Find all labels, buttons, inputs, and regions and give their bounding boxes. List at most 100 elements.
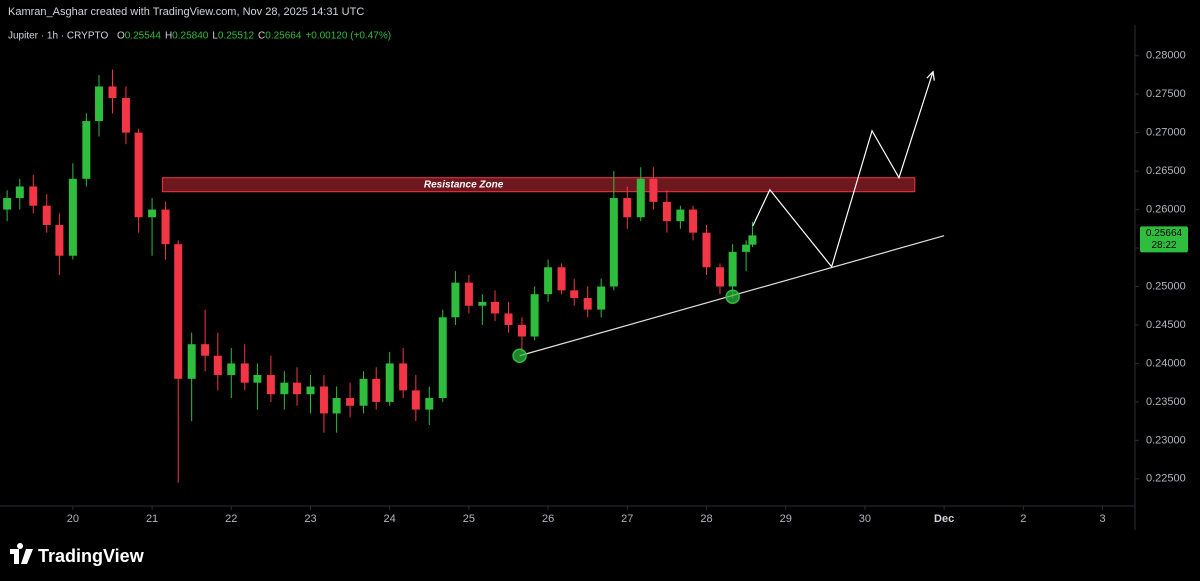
attribution: Kamran_Asghar created with TradingView.c… <box>8 6 364 18</box>
candle <box>161 201 170 260</box>
candle <box>332 386 341 433</box>
candle <box>121 86 130 145</box>
touch-point <box>725 289 740 304</box>
candle <box>3 190 12 222</box>
x-tick-label: 30 <box>859 513 871 525</box>
candle-body <box>399 363 408 391</box>
candle-body <box>108 86 117 99</box>
candle-body <box>702 232 711 268</box>
y-tick-label: 0.27000 <box>1146 127 1186 139</box>
candle-body <box>280 382 289 395</box>
candle <box>451 271 460 325</box>
candle-body <box>649 178 658 202</box>
candle <box>253 363 262 410</box>
candle-body <box>161 209 170 245</box>
x-tick-label: 27 <box>621 513 633 525</box>
candle-body <box>134 132 143 218</box>
y-tick-label: 0.26500 <box>1146 165 1186 177</box>
candle <box>148 198 157 256</box>
candle-body <box>544 267 553 295</box>
candle-body <box>662 201 671 222</box>
countdown: 28:22 <box>1151 240 1176 251</box>
candle <box>108 69 117 114</box>
candle-body <box>385 363 394 402</box>
candle <box>504 301 513 333</box>
candle-body <box>438 317 447 399</box>
footer: TradingView <box>10 543 145 566</box>
candle-body <box>3 198 12 210</box>
candle <box>293 367 302 406</box>
candle-body <box>55 224 64 256</box>
candle-body <box>451 282 460 318</box>
candle <box>544 259 553 302</box>
candle <box>187 332 196 422</box>
candle <box>662 190 671 233</box>
ohlc-key: H <box>165 31 172 42</box>
candle <box>491 290 500 322</box>
y-tick-label: 0.25000 <box>1146 280 1186 292</box>
candle-body <box>748 235 757 245</box>
candle <box>42 194 51 233</box>
candle <box>530 286 539 341</box>
y-tick-label: 0.23000 <box>1146 434 1186 446</box>
x-tick-label: 29 <box>780 513 792 525</box>
candle <box>597 278 606 318</box>
ohlc-value: 0.25512 <box>218 31 255 42</box>
x-tick-label: 3 <box>1099 513 1105 525</box>
candle <box>346 382 355 418</box>
candle <box>609 171 618 291</box>
candle <box>29 174 38 214</box>
candle <box>95 74 104 137</box>
projection-path <box>752 71 934 269</box>
candle <box>715 263 724 295</box>
candle-body <box>306 386 315 395</box>
candle <box>728 244 737 299</box>
candle-body <box>491 301 500 314</box>
candle-body <box>517 324 526 337</box>
x-tick-label: 25 <box>463 513 475 525</box>
candle <box>517 317 526 352</box>
candle <box>15 178 24 210</box>
candle-body <box>148 209 157 218</box>
candle <box>748 221 757 248</box>
x-tick-label: 2 <box>1020 513 1026 525</box>
candle-body <box>95 86 104 122</box>
candle-body <box>240 363 249 383</box>
candle-body <box>332 398 341 414</box>
x-tick-label: 26 <box>542 513 554 525</box>
y-tick-label: 0.24000 <box>1146 357 1186 369</box>
ohlc-key: O <box>117 31 125 42</box>
candle-body <box>68 178 77 256</box>
candle-body <box>504 313 513 325</box>
candle-body <box>689 209 698 233</box>
y-tick-label: 0.28000 <box>1146 50 1186 62</box>
touch-point <box>512 348 527 363</box>
candle <box>385 351 394 406</box>
y-tick-label: 0.22500 <box>1146 473 1186 485</box>
ohlc-key: L <box>212 31 218 42</box>
y-tick-label: 0.26000 <box>1146 203 1186 215</box>
ohlc-key: C <box>258 31 265 42</box>
candle-body <box>174 244 183 379</box>
candle <box>583 286 592 318</box>
x-tick-label: 22 <box>225 513 237 525</box>
candle-body <box>121 98 130 133</box>
candle <box>676 205 685 229</box>
candle <box>425 386 434 425</box>
candle <box>557 263 566 295</box>
symbol: Jupiter · 1h · CRYPTO <box>8 31 108 42</box>
candle-body <box>570 290 579 299</box>
candle <box>742 240 751 272</box>
candle <box>689 205 698 241</box>
x-tick-label: 28 <box>700 513 712 525</box>
candle-body <box>636 178 645 218</box>
candle <box>464 274 473 314</box>
candle <box>623 186 632 229</box>
ohlc-value: 0.25664 <box>265 31 302 42</box>
candle <box>280 371 289 410</box>
candle <box>240 344 249 391</box>
candle-body <box>29 186 38 206</box>
candle <box>359 371 368 414</box>
candle <box>174 240 183 483</box>
arrowhead <box>926 70 935 81</box>
